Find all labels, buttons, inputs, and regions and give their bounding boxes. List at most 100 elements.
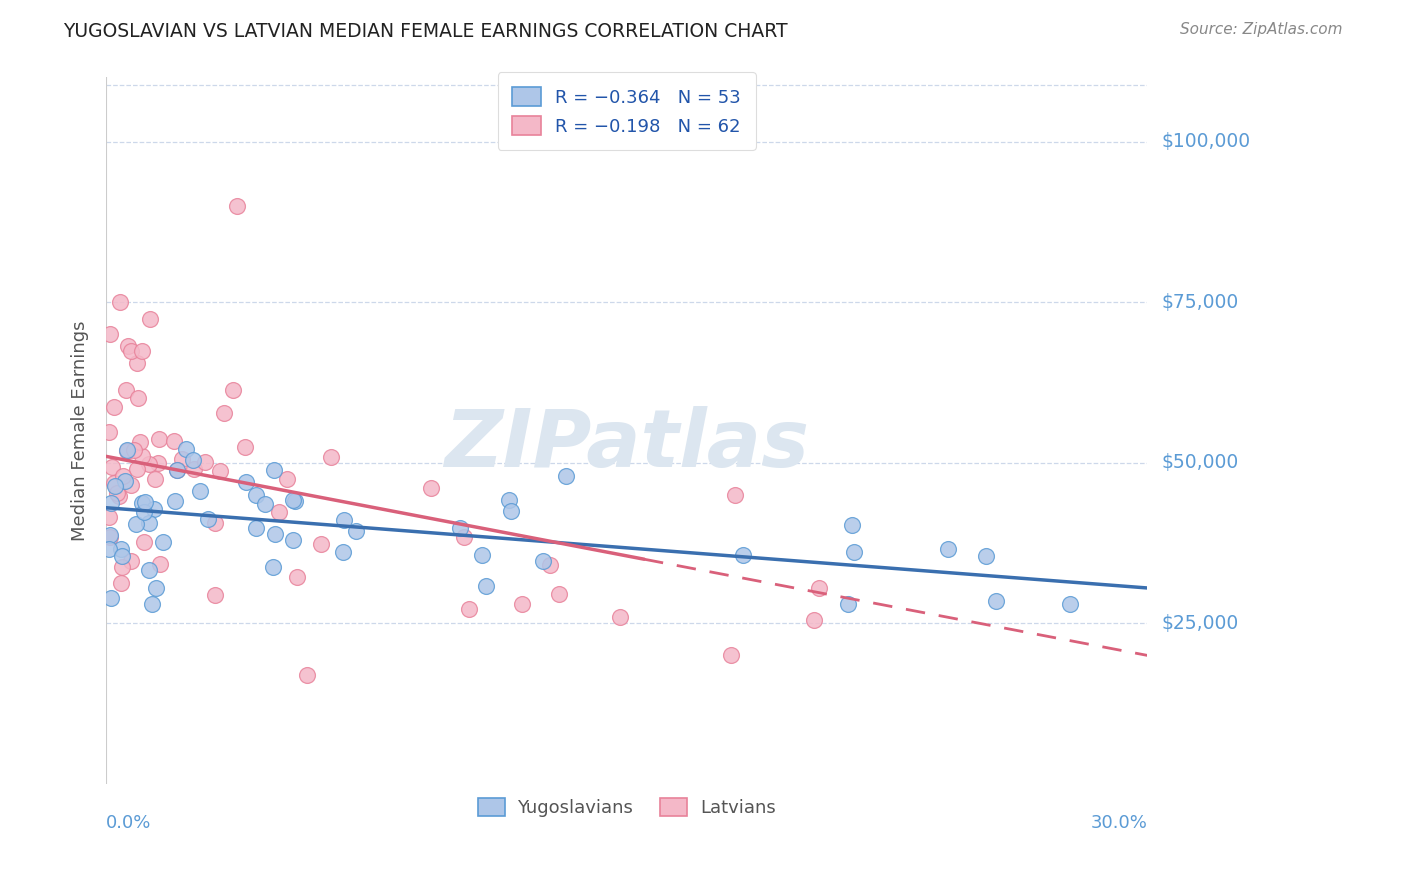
Point xyxy=(194,455,217,469)
Point xyxy=(837,597,859,611)
Point xyxy=(984,593,1007,607)
Point xyxy=(122,442,145,457)
Point xyxy=(120,554,142,568)
Point xyxy=(841,517,863,532)
Point xyxy=(138,457,160,471)
Point xyxy=(803,613,825,627)
Point xyxy=(174,442,197,456)
Text: YUGOSLAVIAN VS LATVIAN MEDIAN FEMALE EARNINGS CORRELATION CHART: YUGOSLAVIAN VS LATVIAN MEDIAN FEMALE EAR… xyxy=(63,22,787,41)
Point xyxy=(111,549,134,563)
Point xyxy=(125,516,148,531)
Point xyxy=(103,400,125,414)
Point xyxy=(263,463,285,477)
Point xyxy=(285,570,308,584)
Text: $50,000: $50,000 xyxy=(1161,453,1239,472)
Point xyxy=(245,521,267,535)
Point xyxy=(98,530,121,544)
Text: Source: ZipAtlas.com: Source: ZipAtlas.com xyxy=(1180,22,1343,37)
Point xyxy=(98,541,121,556)
Point xyxy=(344,524,367,539)
Point xyxy=(141,597,163,611)
Point xyxy=(98,509,121,524)
Point xyxy=(269,505,291,519)
Point xyxy=(471,548,494,562)
Point xyxy=(107,489,129,503)
Point xyxy=(974,549,997,563)
Text: 0.0%: 0.0% xyxy=(105,814,152,832)
Point xyxy=(114,474,136,488)
Point xyxy=(110,576,132,591)
Point xyxy=(117,338,139,352)
Point xyxy=(309,536,332,550)
Point xyxy=(233,440,256,454)
Point xyxy=(319,450,342,465)
Point xyxy=(145,472,167,486)
Point xyxy=(420,481,443,495)
Point xyxy=(115,383,138,397)
Point xyxy=(148,557,170,571)
Point xyxy=(105,486,128,500)
Point xyxy=(276,472,298,486)
Point xyxy=(120,478,142,492)
Point xyxy=(555,468,578,483)
Point xyxy=(283,533,305,548)
Point xyxy=(148,432,170,446)
Point xyxy=(145,581,167,595)
Point xyxy=(139,312,162,326)
Point xyxy=(129,435,152,450)
Legend: Yugoslavians, Latvians: Yugoslavians, Latvians xyxy=(471,790,783,824)
Point xyxy=(531,554,554,568)
Point xyxy=(1059,597,1081,611)
Point xyxy=(262,559,284,574)
Point xyxy=(138,563,160,577)
Point xyxy=(98,425,121,439)
Text: 30.0%: 30.0% xyxy=(1091,814,1147,832)
Point xyxy=(209,464,232,478)
Point xyxy=(132,505,155,519)
Point xyxy=(166,463,188,477)
Point xyxy=(538,558,561,572)
Point xyxy=(197,512,219,526)
Point xyxy=(103,475,125,490)
Point xyxy=(111,560,134,574)
Point xyxy=(204,516,226,530)
Point xyxy=(808,581,831,595)
Point xyxy=(501,504,523,518)
Point xyxy=(449,521,471,535)
Point xyxy=(132,534,155,549)
Point xyxy=(842,545,865,559)
Point xyxy=(936,541,959,556)
Point xyxy=(548,586,571,600)
Point xyxy=(333,513,356,527)
Point xyxy=(284,494,307,508)
Point xyxy=(100,591,122,605)
Point xyxy=(731,548,754,562)
Point xyxy=(720,648,742,663)
Point xyxy=(190,483,212,498)
Point xyxy=(212,406,235,420)
Point xyxy=(222,383,245,397)
Point xyxy=(131,343,153,358)
Point xyxy=(609,610,631,624)
Point xyxy=(115,443,138,458)
Point xyxy=(181,453,204,467)
Point xyxy=(131,496,153,510)
Point xyxy=(170,452,193,467)
Text: $25,000: $25,000 xyxy=(1161,614,1239,632)
Point xyxy=(226,199,249,213)
Point xyxy=(138,516,160,531)
Point xyxy=(475,579,498,593)
Point xyxy=(100,496,122,510)
Point xyxy=(98,327,121,342)
Point xyxy=(131,450,153,464)
Point xyxy=(512,597,534,611)
Text: $75,000: $75,000 xyxy=(1161,293,1239,311)
Point xyxy=(104,479,127,493)
Point xyxy=(120,344,142,359)
Point xyxy=(108,295,131,310)
Point xyxy=(148,456,170,470)
Point xyxy=(152,535,174,549)
Point xyxy=(235,475,257,489)
Point xyxy=(297,668,319,682)
Point xyxy=(100,460,122,475)
